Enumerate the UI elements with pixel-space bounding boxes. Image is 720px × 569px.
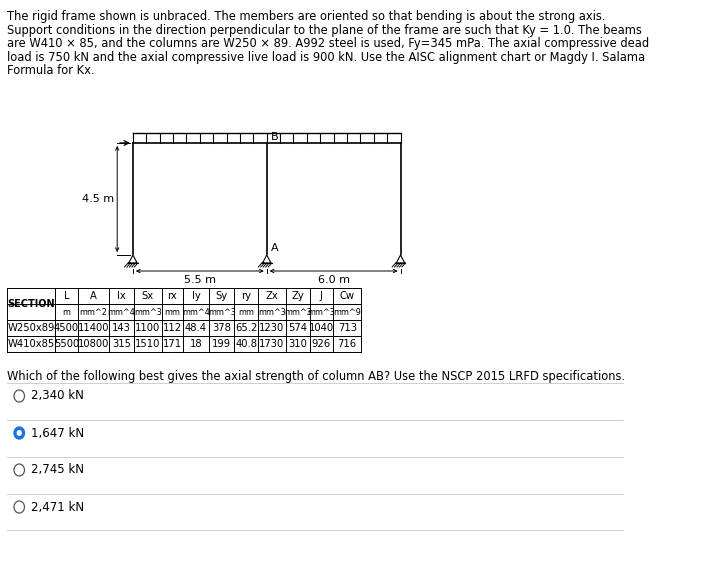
Text: mm^2: mm^2 [80,307,107,316]
Text: 40.8: 40.8 [235,339,257,349]
Text: mm: mm [238,307,254,316]
Text: 5500: 5500 [54,339,79,349]
Text: Zy: Zy [292,291,304,301]
Text: Which of the following best gives the axial strength of column AB? Use the NSCP : Which of the following best gives the ax… [7,370,625,383]
Text: 1,647 kN: 1,647 kN [31,427,84,439]
Text: mm^4: mm^4 [182,307,210,316]
Text: 2,745 kN: 2,745 kN [31,464,84,476]
Text: 310: 310 [288,339,307,349]
Text: 18: 18 [189,339,202,349]
Text: mm^4: mm^4 [108,307,135,316]
Text: 1230: 1230 [259,323,284,333]
Text: mm^3: mm^3 [307,307,336,316]
Text: 199: 199 [212,339,231,349]
Text: 1040: 1040 [309,323,334,333]
Text: A: A [271,243,279,253]
Text: mm^9: mm^9 [333,307,361,316]
Text: Formula for Kx.: Formula for Kx. [7,64,94,77]
Text: 2,471 kN: 2,471 kN [31,501,84,513]
Text: mm^3: mm^3 [134,307,162,316]
Text: 4.5 m: 4.5 m [83,194,114,204]
Text: 315: 315 [112,339,131,349]
Text: 926: 926 [312,339,331,349]
Text: rx: rx [168,291,177,301]
Text: Sx: Sx [142,291,154,301]
Text: 4500: 4500 [54,323,79,333]
Text: 65.2: 65.2 [235,323,257,333]
Circle shape [17,431,21,435]
Text: 713: 713 [338,323,356,333]
Text: Sy: Sy [215,291,228,301]
Text: are W410 × 85, and the columns are W250 × 89. A992 steel is used, Fy=345 mPa. Th: are W410 × 85, and the columns are W250 … [7,37,649,50]
Text: J: J [320,291,323,301]
Text: 11400: 11400 [78,323,109,333]
Text: Ix: Ix [117,291,126,301]
Text: L: L [63,291,69,301]
Text: m: m [63,307,71,316]
Text: 574: 574 [288,323,307,333]
Text: 6.0 m: 6.0 m [318,275,350,285]
Text: 112: 112 [163,323,182,333]
Text: 171: 171 [163,339,182,349]
Text: mm: mm [164,307,180,316]
Polygon shape [396,255,405,263]
Text: Cw: Cw [340,291,355,301]
Text: W250x89: W250x89 [7,323,55,333]
Polygon shape [129,255,137,263]
Text: 2,340 kN: 2,340 kN [31,390,84,402]
Text: 1730: 1730 [259,339,284,349]
Text: mm^3: mm^3 [284,307,312,316]
Text: Zx: Zx [266,291,279,301]
Text: A: A [90,291,97,301]
Text: 378: 378 [212,323,231,333]
Text: load is 750 kN and the axial compressive live load is 900 kN. Use the AISC align: load is 750 kN and the axial compressive… [7,51,645,64]
Text: 5.5 m: 5.5 m [184,275,216,285]
Text: W410x85: W410x85 [7,339,55,349]
Text: B: B [271,132,279,142]
Text: mm^3: mm^3 [258,307,286,316]
Text: ry: ry [241,291,251,301]
Text: 716: 716 [338,339,356,349]
Text: 1510: 1510 [135,339,161,349]
Text: The rigid frame shown is unbraced. The members are oriented so that bending is a: The rigid frame shown is unbraced. The m… [7,10,606,23]
Text: mm^3: mm^3 [208,307,235,316]
Polygon shape [263,255,271,263]
Text: 1100: 1100 [135,323,161,333]
Text: ly: ly [192,291,200,301]
Text: 143: 143 [112,323,131,333]
Text: 10800: 10800 [78,339,109,349]
Text: 48.4: 48.4 [185,323,207,333]
Text: SECTION: SECTION [7,299,55,309]
Text: Support conditions in the direction perpendicular to the plane of the frame are : Support conditions in the direction perp… [7,23,642,36]
Circle shape [14,427,24,439]
